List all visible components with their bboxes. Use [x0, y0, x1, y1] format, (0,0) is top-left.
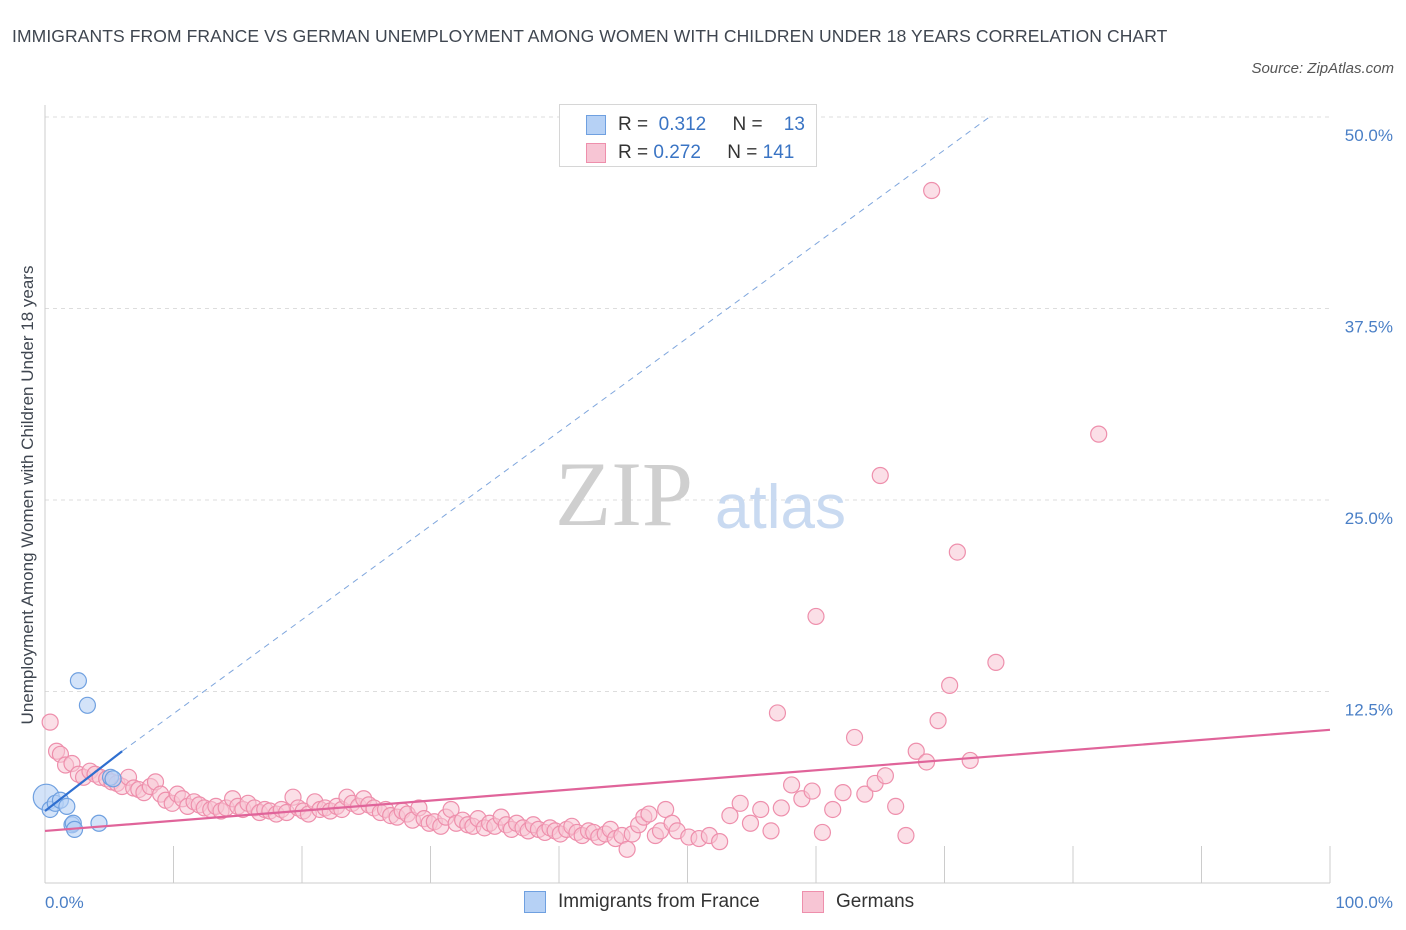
- watermark-atlas: atlas: [715, 473, 846, 542]
- germans-point: [741, 814, 760, 832]
- germans-point: [871, 466, 889, 485]
- germans-point: [929, 712, 947, 730]
- legend-r-value: 0.272: [653, 142, 701, 163]
- germans-point: [897, 826, 915, 845]
- germans-point: [711, 833, 729, 851]
- germans-point: [640, 805, 658, 823]
- germans-point: [803, 782, 821, 800]
- legend-swatch-france: [586, 115, 606, 135]
- bottom-legend-label-france: Immigrants from France: [558, 891, 760, 912]
- germans-point: [876, 767, 894, 785]
- y-tick-label: 12.5%: [1345, 701, 1393, 720]
- germans-point: [923, 181, 941, 200]
- y-tick-label: 25.0%: [1345, 509, 1393, 528]
- germans-point: [948, 543, 966, 561]
- germans-point: [941, 676, 959, 694]
- legend-swatch-germans: [586, 143, 606, 163]
- stats-legend: R = 0.312 N = 13 R = 0.272 N = 141: [559, 104, 817, 167]
- legend-r-value: 0.312: [658, 114, 707, 135]
- germans-point: [856, 785, 874, 803]
- legend-n-label: N =: [732, 114, 763, 135]
- france-point: [58, 797, 76, 816]
- france-point: [78, 696, 97, 714]
- x-tick-label: 100.0%: [1335, 893, 1393, 912]
- germans-point: [731, 794, 749, 812]
- germans-point: [1090, 425, 1108, 443]
- germans-point: [987, 653, 1005, 671]
- france-point: [90, 814, 108, 832]
- germans-point: [845, 728, 864, 747]
- germans-point: [721, 806, 739, 825]
- germans-point: [824, 800, 842, 819]
- france-trend-dashed: [121, 116, 990, 752]
- france-trend-line: [44, 750, 123, 812]
- germans-point: [807, 607, 825, 626]
- germans-point: [768, 704, 787, 722]
- bottom-legend-label-germans: Germans: [836, 891, 915, 912]
- germans-point: [782, 776, 801, 794]
- germans-point: [41, 713, 59, 731]
- germans-point: [618, 840, 636, 858]
- legend-row-germans: R = 0.272 N = 141: [586, 140, 794, 166]
- x-tick-label: 0.0%: [45, 893, 84, 912]
- legend-n-label: N =: [727, 142, 758, 163]
- germans-point: [752, 800, 770, 819]
- legend-row-france: R = 0.312 N = 13: [586, 112, 805, 138]
- legend-n-value: 141: [762, 142, 795, 163]
- germans-point: [887, 797, 905, 816]
- watermark-zip: ZIP: [555, 443, 693, 545]
- germans-point: [834, 784, 852, 802]
- bottom-legend-swatch-france: [524, 891, 546, 913]
- legend-r-label: R =: [618, 114, 649, 135]
- chart-title: IMMIGRANTS FROM FRANCE VS GERMAN UNEMPLO…: [12, 26, 1168, 46]
- y-tick-label: 37.5%: [1345, 318, 1393, 337]
- bottom-legend-france: Immigrants from France: [524, 889, 760, 915]
- legend-n-value: 13: [783, 114, 805, 135]
- germans-point: [907, 742, 925, 760]
- germans-point: [772, 799, 790, 817]
- source-note: Source: ZipAtlas.com: [1251, 60, 1394, 77]
- germans-point: [813, 823, 832, 842]
- france-point: [104, 770, 122, 788]
- y-tick-label: 50.0%: [1345, 126, 1393, 145]
- legend-r-label: R =: [618, 142, 649, 163]
- bottom-legend-swatch-germans: [802, 891, 824, 913]
- germans-trend-line: [44, 728, 1331, 833]
- france-point: [69, 672, 88, 690]
- germans-point: [762, 822, 780, 840]
- bottom-legend-germans: Germans: [802, 889, 914, 915]
- germans-point: [961, 751, 979, 770]
- germans-point: [657, 800, 675, 819]
